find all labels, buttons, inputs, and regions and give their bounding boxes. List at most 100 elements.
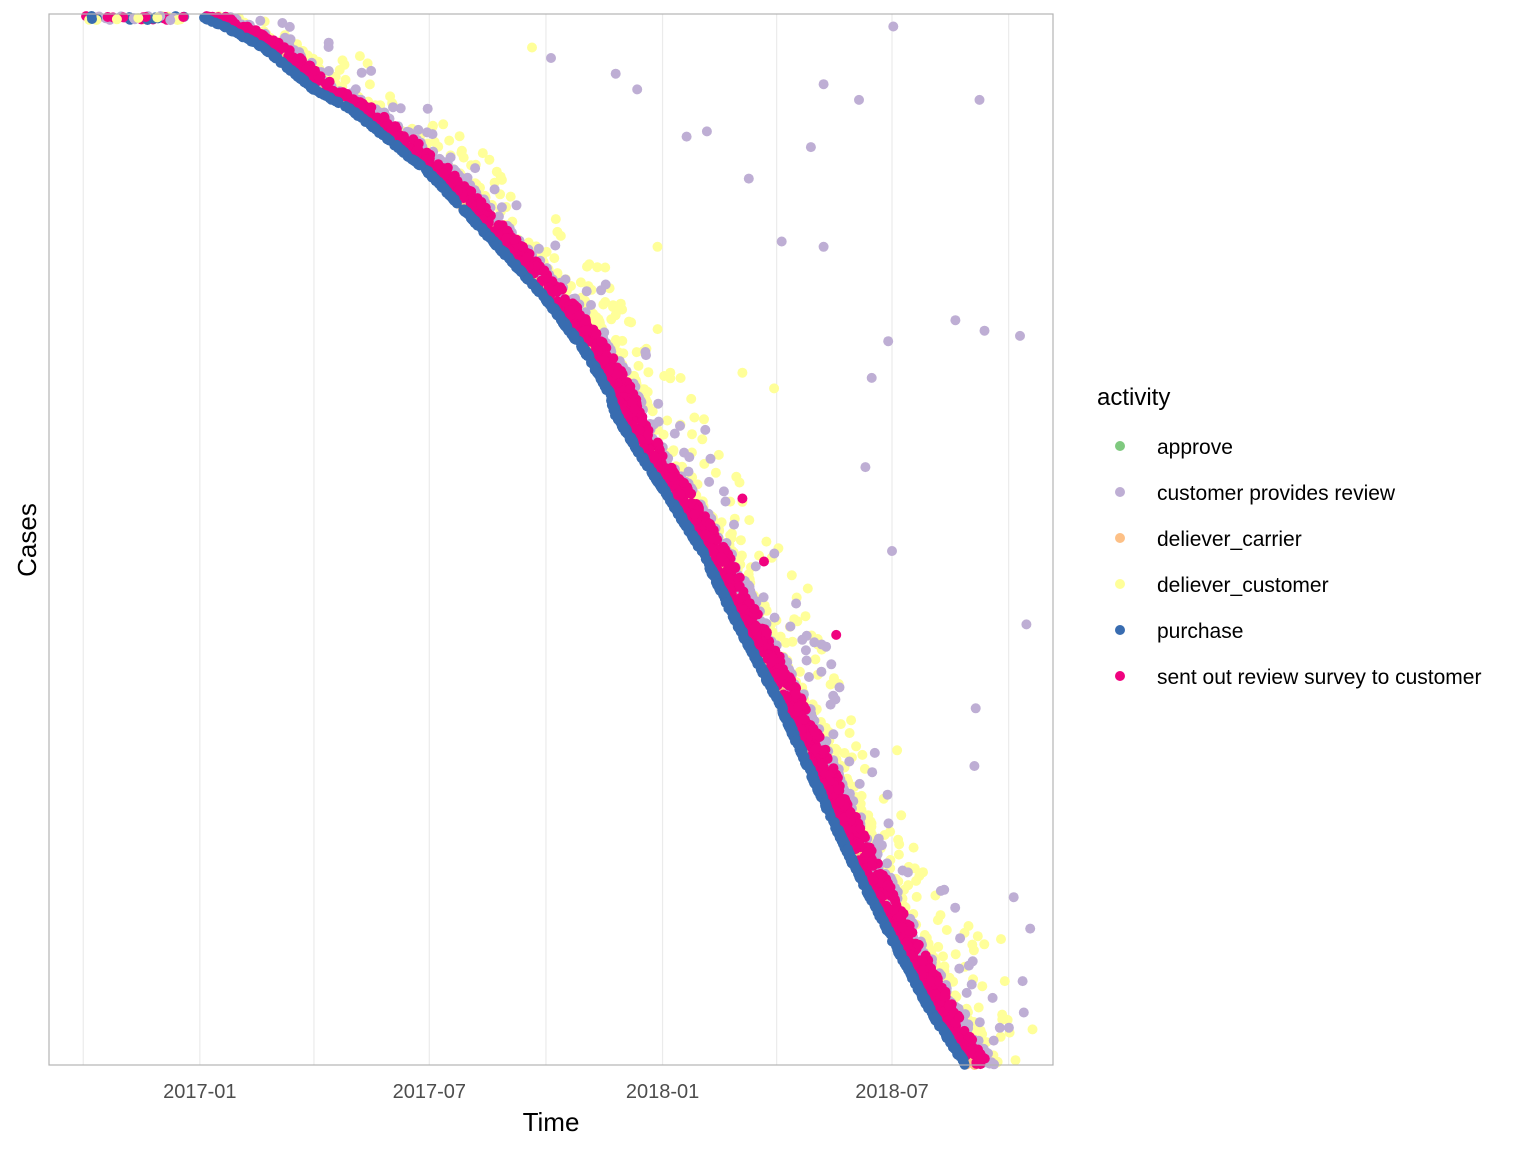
point-customer-provides-review (718, 486, 729, 497)
point-deliever-customer (933, 941, 944, 952)
point-customer-provides-review (828, 690, 839, 701)
point-customer-provides-review (750, 561, 761, 572)
point-customer-provides-review (988, 1035, 999, 1046)
point-deliever-customer (903, 880, 914, 891)
point-sent-out-review-survey (767, 656, 778, 667)
point-sent-out-review-survey (867, 860, 877, 871)
point-customer-provides-review (470, 163, 481, 174)
point-customer-provides-review (825, 699, 836, 710)
point-sent-out-review-survey (868, 874, 879, 885)
point-sent-out-review-survey (596, 336, 606, 347)
point-sent-out-review-survey (624, 384, 635, 394)
point-sent-out-review-survey (700, 529, 711, 540)
point-sent-out-review-survey (637, 416, 648, 427)
point-sent-out-review-survey (897, 922, 908, 933)
point-customer-provides-review (883, 818, 894, 829)
point-customer-provides-review (987, 992, 998, 1003)
point-sent-out-review-survey (916, 969, 927, 980)
point-customer-provides-review (653, 398, 664, 409)
point-deliever-customer (731, 471, 742, 482)
point-deliever-customer (699, 414, 709, 425)
point-deliever-customer (689, 412, 700, 423)
point-customer-provides-review (854, 778, 865, 789)
point-deliever-customer (941, 925, 952, 935)
point-customer-provides-review (826, 659, 837, 670)
point-sent-out-review-survey (735, 593, 746, 604)
point-deliever-customer (618, 348, 629, 359)
point-sent-out-review-survey (284, 48, 295, 59)
point-sent-out-review-survey (580, 325, 591, 336)
point-customer-provides-review (581, 286, 592, 297)
point-customer-provides-review (720, 496, 731, 507)
point-customer-provides-review (323, 66, 334, 76)
point-deliever-customer (495, 171, 506, 182)
point-sent-out-review-survey (539, 265, 550, 276)
point-deliever-customer (687, 429, 697, 440)
point-deliever-customer (633, 360, 644, 371)
point-sent-out-review-survey (750, 622, 761, 633)
point-sent-out-review-survey (509, 234, 520, 245)
point-customer-provides-review (801, 655, 812, 666)
point-deliever-customer (713, 449, 724, 460)
point-deliever-customer (337, 55, 348, 66)
point-sent-out-review-survey (517, 241, 528, 252)
point-deliever-customer (973, 1002, 984, 1013)
point-customer-provides-review (586, 300, 596, 310)
point-sent-out-review-survey (689, 509, 700, 520)
point-sent-out-review-survey (753, 637, 764, 648)
point-customer-provides-review (669, 428, 680, 439)
point-sent-out-review-survey (667, 472, 678, 482)
point-sent-out-review-survey (734, 581, 745, 592)
point-deliever-customer (857, 749, 868, 760)
point-deliever-customer (744, 515, 755, 526)
point-deliever-customer (617, 335, 628, 346)
point-customer-provides-review (950, 902, 961, 913)
point-deliever-customer (364, 79, 375, 90)
point-sent-out-review-survey (675, 489, 686, 500)
point-deliever-customer (810, 654, 821, 665)
point-sent-out-review-survey (817, 758, 828, 769)
point-deliever-customer (438, 119, 449, 130)
point-deliever-customer (911, 891, 922, 902)
point-deliever-customer (697, 434, 708, 445)
point-deliever-customer (1027, 1024, 1038, 1035)
point-customer-provides-review (683, 466, 694, 477)
point-customer-provides-review (966, 979, 977, 990)
point-deliever-customer (458, 152, 469, 163)
point-deliever-customer (686, 393, 697, 404)
point-sent-out-review-survey (895, 910, 906, 921)
point-sent-out-review-survey (925, 976, 936, 986)
point-customer-provides-review (872, 837, 883, 848)
point-customer-provides-review (422, 127, 433, 138)
point-deliever-customer (643, 367, 654, 378)
point-deliever-customer (839, 748, 850, 758)
point-deliever-customer (950, 949, 961, 960)
point-sent-out-review-survey (389, 121, 400, 132)
point-deliever-customer (1010, 1055, 1021, 1066)
point-customer-provides-review (356, 67, 367, 78)
point-sent-out-review-survey (379, 111, 390, 122)
point-sent-out-review-survey (679, 477, 689, 488)
point-deliever-customer (846, 715, 857, 726)
point-deliever-customer (979, 939, 990, 950)
point-sent-out-review-survey (834, 797, 845, 807)
point-deliever-customer (631, 347, 642, 358)
grid-lines (82, 14, 1010, 1065)
point-deliever-customer (894, 839, 905, 850)
point-customer-provides-review (675, 420, 685, 431)
point-sent-out-review-survey (706, 543, 717, 554)
point-deliever-customer (761, 536, 772, 547)
point-customer-provides-review (882, 858, 892, 869)
point-deliever-customer (675, 373, 686, 383)
point-customer-provides-review (785, 621, 796, 632)
point-customer-provides-review (939, 884, 950, 895)
point-sent-out-review-survey (543, 282, 554, 293)
point-deliever-customer (735, 535, 746, 546)
point-customer-provides-review (994, 1022, 1005, 1033)
point-deliever-customer (977, 981, 988, 992)
point-customer-provides-review (395, 103, 406, 114)
point-sent-out-review-survey (771, 668, 782, 679)
point-deliever-customer (652, 324, 663, 335)
point-sent-out-review-survey (798, 714, 809, 725)
point-customer-provides-review (388, 102, 398, 113)
